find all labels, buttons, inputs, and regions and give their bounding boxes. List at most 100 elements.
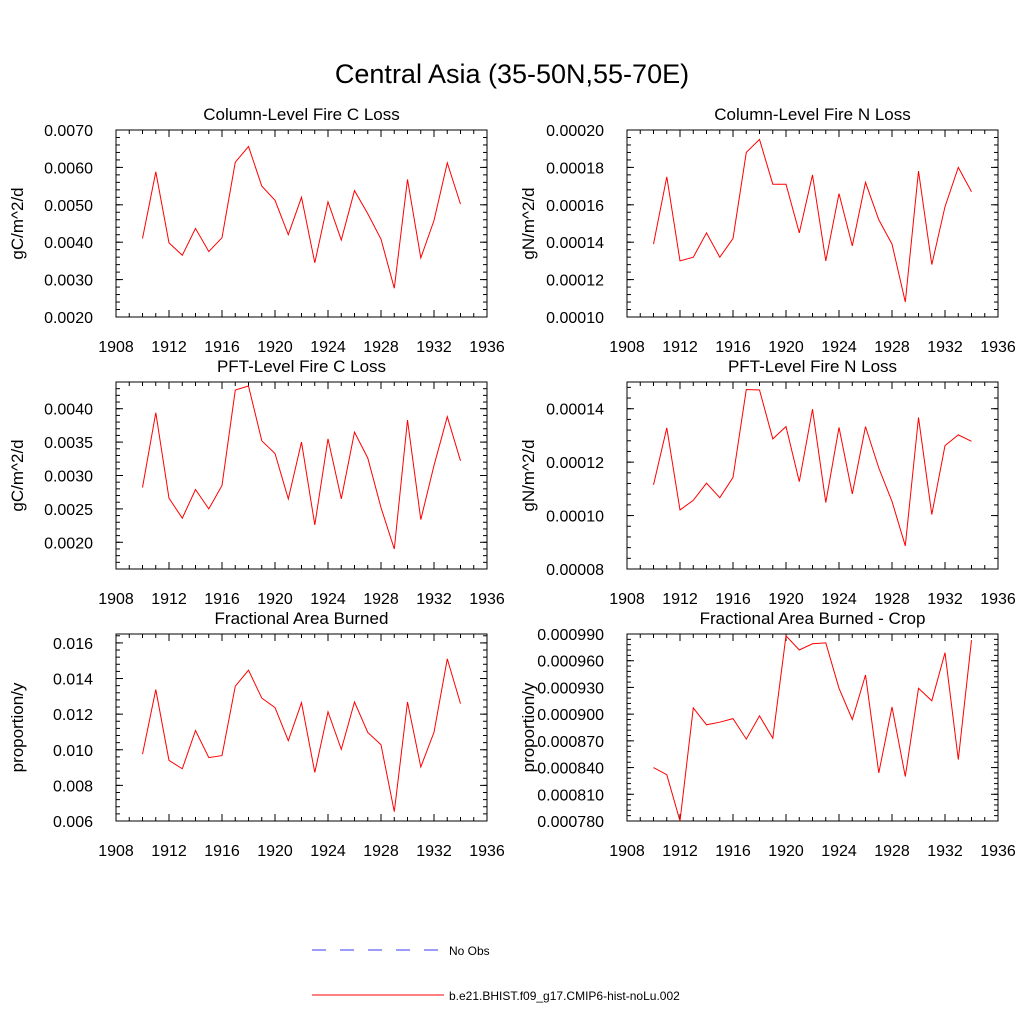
plot-frame	[115, 129, 488, 318]
y-tick-label: 0.0030	[44, 273, 93, 290]
x-tick-label: 1936	[980, 339, 1016, 356]
y-tick-label: 0.0050	[44, 198, 93, 215]
y-axis-label: gC/m^2/d	[8, 439, 27, 511]
x-tick-label: 1928	[363, 843, 399, 860]
x-tick-label: 1908	[609, 843, 645, 860]
y-tick-label: 0.00012	[546, 455, 604, 472]
y-tick-label: 0.016	[53, 636, 93, 653]
y-tick-label: 0.000840	[537, 761, 604, 778]
chart-title: PFT-Level Fire N Loss	[728, 357, 897, 376]
y-axis-label: proportion/y	[519, 682, 538, 772]
chart-title: PFT-Level Fire C Loss	[217, 357, 386, 376]
y-tick-label: 0.000960	[537, 654, 604, 671]
y-tick-label: 0.0030	[44, 469, 93, 486]
x-tick-label: 1916	[204, 339, 240, 356]
x-tick-label: 1924	[310, 339, 346, 356]
x-tick-label: 1932	[416, 843, 452, 860]
y-tick-label: 0.00014	[546, 402, 604, 419]
y-tick-label: 0.000780	[537, 814, 604, 831]
x-tick-label: 1912	[151, 591, 187, 608]
chart-title: Fractional Area Burned	[215, 609, 389, 628]
y-axis-label: gN/m^2/d	[519, 187, 538, 259]
y-tick-label: 0.000930	[537, 680, 604, 697]
x-tick-label: 1924	[821, 591, 857, 608]
x-tick-label: 1908	[609, 339, 645, 356]
y-tick-label: 0.0020	[44, 310, 93, 327]
y-tick-label: 0.000900	[537, 707, 604, 724]
x-tick-label: 1932	[416, 339, 452, 356]
x-tick-label: 1912	[151, 843, 187, 860]
x-tick-label: 1920	[257, 339, 293, 356]
y-axis-label: gN/m^2/d	[519, 439, 538, 511]
x-tick-label: 1908	[98, 339, 134, 356]
x-tick-label: 1908	[98, 843, 134, 860]
x-tick-label: 1920	[768, 843, 804, 860]
x-tick-label: 1936	[469, 339, 505, 356]
x-tick-label: 1932	[927, 591, 963, 608]
chart-panel-3: PFT-Level Fire C Loss gC/m^2/d 1908 1912 191…	[8, 357, 505, 608]
x-tick-label: 1936	[980, 843, 1016, 860]
y-tick-label: 0.0040	[44, 402, 93, 419]
x-tick-label: 1936	[469, 843, 505, 860]
chart-panel-4: PFT-Level Fire N Loss gN/m^2/d 1908 1912 191…	[519, 357, 1016, 608]
x-tick-label: 1920	[257, 591, 293, 608]
x-tick-label: 1924	[310, 843, 346, 860]
x-tick-label: 1916	[715, 339, 751, 356]
y-tick-label: 0.00016	[546, 198, 604, 215]
series-line	[142, 385, 461, 550]
chart-panel-1: Column-Level Fire C Loss gC/m^2/d 1908 1912…	[8, 105, 505, 356]
legend-label-model: b.e21.BHIST.f09_g17.CMIP6-hist-noLu.002	[449, 989, 680, 1003]
series-line	[653, 388, 972, 546]
chart-title: Column-Level Fire C Loss	[203, 105, 400, 124]
x-tick-label: 1924	[310, 591, 346, 608]
legend-label-no-obs: No Obs	[449, 944, 490, 958]
chart-title: Fractional Area Burned - Crop	[700, 609, 926, 628]
y-tick-label: 0.00008	[546, 562, 604, 579]
x-tick-label: 1912	[151, 339, 187, 356]
series-line	[142, 145, 461, 289]
x-tick-label: 1916	[204, 843, 240, 860]
x-tick-label: 1916	[715, 843, 751, 860]
x-tick-label: 1936	[469, 591, 505, 608]
x-tick-label: 1932	[927, 843, 963, 860]
x-tick-label: 1920	[768, 339, 804, 356]
series-line	[653, 138, 972, 303]
y-tick-label: 0.000870	[537, 734, 604, 751]
y-tick-label: 0.012	[53, 707, 93, 724]
plot-frame	[115, 633, 488, 822]
chart-panel-2: Column-Level Fire N Loss gN/m^2/d 1908 1912…	[519, 105, 1016, 356]
x-tick-label: 1928	[874, 843, 910, 860]
x-tick-label: 1916	[204, 591, 240, 608]
y-tick-label: 0.014	[53, 672, 93, 689]
x-tick-label: 1920	[257, 843, 293, 860]
x-tick-label: 1928	[874, 339, 910, 356]
y-tick-label: 0.0025	[44, 502, 93, 519]
y-tick-label: 0.0035	[44, 435, 93, 452]
x-tick-label: 1916	[715, 591, 751, 608]
x-tick-label: 1920	[768, 591, 804, 608]
plot-frame	[626, 129, 999, 318]
chart-title: Column-Level Fire N Loss	[714, 105, 911, 124]
x-tick-label: 1928	[363, 591, 399, 608]
y-tick-label: 0.008	[53, 778, 93, 795]
chart-panel-5: Fractional Area Burned proportion/y 1908 19…	[8, 609, 505, 860]
x-tick-label: 1924	[821, 843, 857, 860]
chart-panels: Column-Level Fire C Loss gC/m^2/d 1908 1912…	[8, 105, 1016, 860]
y-tick-label: 0.0020	[44, 535, 93, 552]
series-line	[653, 634, 972, 822]
y-tick-label: 0.000810	[537, 787, 604, 804]
y-tick-label: 0.00014	[546, 235, 604, 252]
x-tick-label: 1932	[927, 339, 963, 356]
x-tick-label: 1912	[662, 339, 698, 356]
y-axis-label: gC/m^2/d	[8, 187, 27, 259]
y-tick-label: 0.006	[53, 814, 93, 831]
y-tick-label: 0.0060	[44, 160, 93, 177]
x-tick-label: 1936	[980, 591, 1016, 608]
y-tick-label: 0.0070	[44, 123, 93, 140]
y-tick-label: 0.010	[53, 743, 93, 760]
y-tick-label: 0.00018	[546, 160, 604, 177]
figure-title: Central Asia (35-50N,55-70E)	[335, 59, 689, 89]
x-tick-label: 1928	[874, 591, 910, 608]
x-tick-label: 1908	[98, 591, 134, 608]
